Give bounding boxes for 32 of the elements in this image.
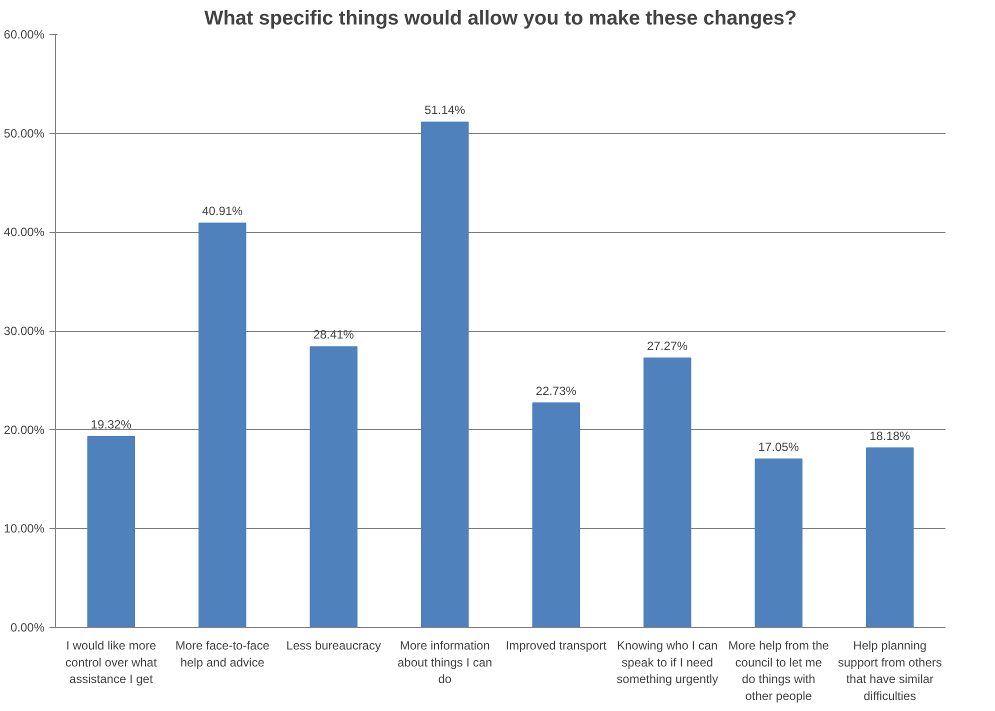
x-tick-label: Help planning support from others that have similar difficulties [838,638,942,703]
y-tick-label: 0.00% [10,620,45,634]
chart-title: What specific things would allow you to make these changes? [204,8,797,30]
bar [532,402,580,628]
data-label: 18.18% [870,428,911,443]
y-tick-label: 50.00% [4,126,45,140]
y-tick-label: 30.00% [4,324,45,338]
bar [198,222,246,628]
bar [87,436,135,628]
x-tick-label: Improved transport [506,638,608,652]
y-tick-label: 10.00% [4,522,45,536]
data-label: 40.91% [202,204,244,218]
bar [421,122,469,628]
x-tick-label: Less bureaucracy [286,638,381,652]
data-label: 51.14% [424,103,466,118]
x-tick-label: Knowing who I can speak to if I need something urgently [616,638,718,686]
x-tick-label: More face-to-face help and advice [175,638,270,670]
x-tick-label: More help from the council to let me do things with other people [728,638,830,703]
y-tick-label: 20.00% [4,422,45,437]
y-tick-label: 40.00% [4,225,45,240]
data-label: 27.27% [647,338,688,353]
bar [866,447,914,628]
data-label: 22.73% [536,384,577,398]
x-tick-label: I would like more control over what assistance I get [65,638,158,686]
data-label: 19.32% [90,418,132,432]
bar [644,357,692,628]
data-label: 28.41% [313,328,354,342]
bar [754,458,802,628]
bar [310,346,358,628]
y-tick-label: 60.00% [4,28,45,42]
x-tick-label: More information about things I can do [398,638,492,686]
data-label: 17.05% [758,440,800,454]
